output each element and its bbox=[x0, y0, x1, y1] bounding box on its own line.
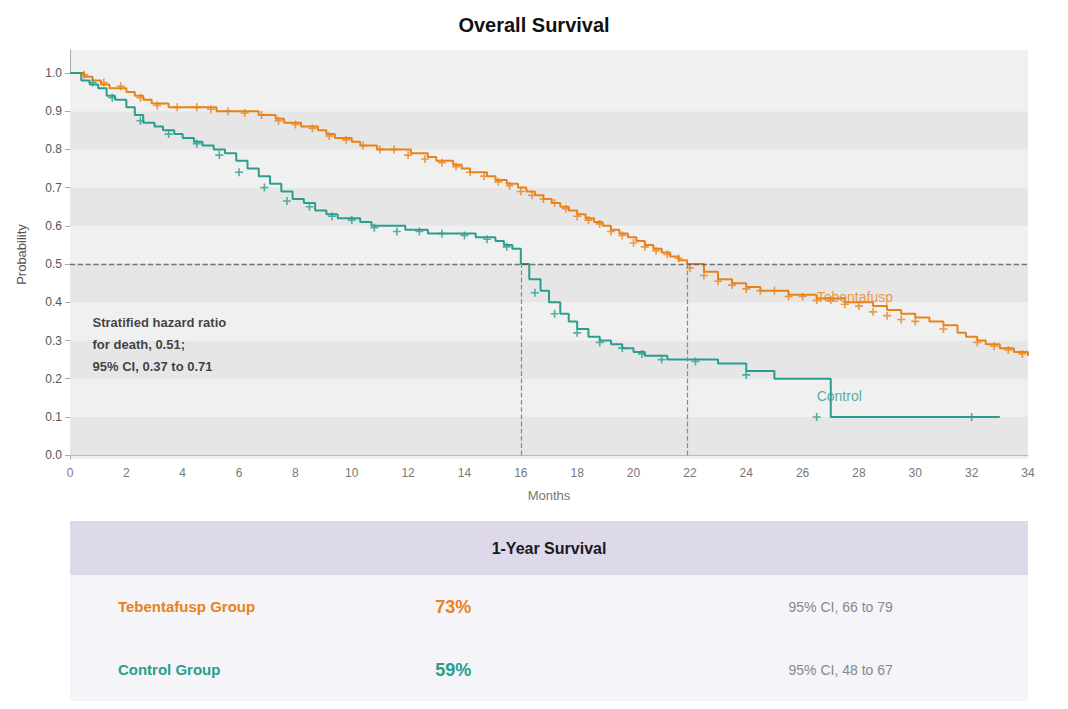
svg-text:Months: Months bbox=[528, 488, 571, 503]
svg-text:0: 0 bbox=[67, 466, 74, 480]
svg-text:6: 6 bbox=[236, 466, 243, 480]
svg-text:Stratified hazard ratio: Stratified hazard ratio bbox=[93, 315, 227, 330]
svg-text:20: 20 bbox=[627, 466, 641, 480]
svg-text:0.3: 0.3 bbox=[45, 334, 62, 348]
svg-text:Overall Survival: Overall Survival bbox=[458, 14, 609, 36]
svg-text:34: 34 bbox=[1021, 466, 1035, 480]
svg-text:0.0: 0.0 bbox=[45, 448, 62, 462]
svg-text:for death, 0.51;: for death, 0.51; bbox=[93, 337, 185, 352]
svg-text:0.5: 0.5 bbox=[45, 257, 62, 271]
svg-text:95% CI, 0.37 to 0.71: 95% CI, 0.37 to 0.71 bbox=[93, 359, 213, 374]
svg-text:1-Year Survival: 1-Year Survival bbox=[492, 540, 607, 557]
svg-text:0.9: 0.9 bbox=[45, 104, 62, 118]
svg-text:1.0: 1.0 bbox=[45, 66, 62, 80]
svg-text:16: 16 bbox=[514, 466, 528, 480]
svg-text:32: 32 bbox=[965, 466, 979, 480]
svg-text:95% CI, 48 to 67: 95% CI, 48 to 67 bbox=[789, 662, 894, 678]
svg-text:0.4: 0.4 bbox=[45, 295, 62, 309]
svg-text:95% CI, 66 to 79: 95% CI, 66 to 79 bbox=[789, 599, 894, 615]
svg-text:0.2: 0.2 bbox=[45, 372, 62, 386]
svg-text:0.7: 0.7 bbox=[45, 181, 62, 195]
svg-text:Control: Control bbox=[817, 388, 862, 404]
svg-text:18: 18 bbox=[570, 466, 584, 480]
svg-text:Tebentafusp: Tebentafusp bbox=[817, 289, 893, 305]
svg-text:24: 24 bbox=[740, 466, 754, 480]
svg-text:2: 2 bbox=[123, 466, 130, 480]
svg-text:22: 22 bbox=[683, 466, 697, 480]
svg-text:Tebentafusp Group: Tebentafusp Group bbox=[118, 598, 255, 615]
svg-text:59%: 59% bbox=[435, 660, 471, 680]
svg-text:8: 8 bbox=[292, 466, 299, 480]
svg-text:Control Group: Control Group bbox=[118, 661, 220, 678]
svg-text:14: 14 bbox=[458, 466, 472, 480]
svg-text:0.6: 0.6 bbox=[45, 219, 62, 233]
svg-text:0.8: 0.8 bbox=[45, 142, 62, 156]
svg-text:0.1: 0.1 bbox=[45, 410, 62, 424]
svg-text:30: 30 bbox=[909, 466, 923, 480]
svg-text:73%: 73% bbox=[435, 597, 471, 617]
svg-text:10: 10 bbox=[345, 466, 359, 480]
svg-text:26: 26 bbox=[796, 466, 810, 480]
svg-text:28: 28 bbox=[852, 466, 866, 480]
svg-text:12: 12 bbox=[401, 466, 415, 480]
svg-text:Probability: Probability bbox=[14, 224, 29, 285]
svg-text:4: 4 bbox=[179, 466, 186, 480]
